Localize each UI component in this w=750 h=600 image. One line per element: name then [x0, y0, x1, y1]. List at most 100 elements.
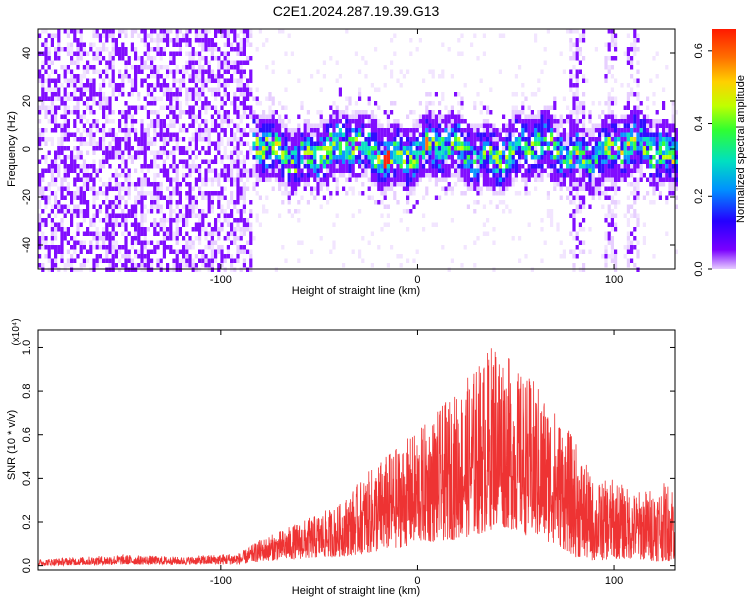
spectrogram-cell: [402, 128, 406, 133]
spectrogram-cell: [601, 119, 605, 124]
spectrogram-cell: [76, 128, 80, 133]
spectrogram-cell: [476, 132, 480, 137]
spectrogram-cell: [137, 182, 141, 187]
spectrogram-cell: [556, 173, 560, 178]
spectrogram-cell: [82, 186, 86, 191]
spectrogram-cell: [153, 87, 157, 92]
spectrogram-cell: [281, 141, 285, 146]
spectrogram-cell: [489, 146, 493, 151]
spectrogram-cell: [639, 123, 643, 128]
spectrogram-cell: [102, 141, 106, 146]
spectrogram-cell: [610, 249, 614, 254]
spectrogram-cell: [274, 168, 278, 173]
spectrogram-cell: [476, 182, 480, 187]
spectrogram-cell: [585, 141, 589, 146]
spectrogram-cell: [159, 155, 163, 160]
spectrogram-cell: [303, 173, 307, 178]
spectrogram-cell: [479, 110, 483, 115]
spectrogram-cell: [86, 132, 90, 137]
spectrogram-cell: [89, 231, 93, 236]
spectrogram-cell: [370, 164, 374, 169]
spectrogram-cell: [239, 236, 243, 241]
spectrogram-cell: [578, 146, 582, 151]
spectrogram-cell: [92, 177, 96, 182]
spectrogram-cell: [82, 245, 86, 250]
spectrogram-cell: [102, 105, 106, 110]
spectrogram-cell: [38, 191, 42, 196]
spectrogram-cell: [178, 191, 182, 196]
spectrogram-cell: [121, 222, 125, 227]
spectrogram-cell: [191, 51, 195, 56]
spectrogram-cell: [140, 164, 144, 169]
spectrogram-cell: [92, 83, 96, 88]
spectrogram-cell: [623, 254, 627, 259]
spectrogram-cell: [140, 245, 144, 250]
spectrogram-cell: [534, 119, 538, 124]
spectrogram-cell: [386, 164, 390, 169]
spectrogram-cell: [386, 159, 390, 164]
spectrogram-cell: [322, 128, 326, 133]
spectrogram-cell: [329, 119, 333, 124]
spectrogram-cell: [207, 141, 211, 146]
spectrogram-cell: [159, 33, 163, 38]
spectrogram-cell: [575, 56, 579, 61]
spectrogram-cell: [479, 123, 483, 128]
spectrogram-cell: [41, 51, 45, 56]
spectrogram-cell: [406, 132, 410, 137]
spectrogram-cell: [156, 110, 160, 115]
spectrogram-cell: [118, 47, 122, 52]
spectrogram-cell: [361, 132, 365, 137]
spectrogram-cell: [54, 87, 58, 92]
spectrogram-cell: [636, 141, 640, 146]
spectrogram-cell: [402, 182, 406, 187]
spectrogram-cell: [162, 92, 166, 97]
spectrogram-cell: [658, 146, 662, 151]
spectrogram-cell: [287, 146, 291, 151]
spectrogram-cell: [191, 123, 195, 128]
spectrogram-cell: [60, 231, 64, 236]
spectrogram-cell: [658, 168, 662, 173]
spectrogram-cell: [134, 137, 138, 142]
spectrogram-cell: [364, 164, 368, 169]
spectrogram-cell: [351, 249, 355, 254]
spectrogram-cell: [562, 254, 566, 259]
spectrogram-cell: [249, 110, 253, 115]
spectrogram-cell: [118, 164, 122, 169]
spectrogram-cell: [370, 173, 374, 178]
spectrogram-cell: [217, 110, 221, 115]
spectrogram-cell: [79, 195, 83, 200]
spectrogram-cell: [236, 227, 240, 232]
spectrogram-cells: [38, 29, 678, 272]
spectrogram-cell: [166, 195, 170, 200]
spectrogram-cell: [124, 254, 128, 259]
spectrogram-cell: [402, 186, 406, 191]
spectrogram-cell: [626, 164, 630, 169]
spectrogram-cell: [569, 177, 573, 182]
spectrogram-cell: [393, 182, 397, 187]
spectrogram-cell: [249, 249, 253, 254]
spectrogram-cell: [281, 182, 285, 187]
spectrogram-cell: [598, 141, 602, 146]
spectrogram-cell: [236, 209, 240, 214]
spectrogram-cell: [153, 123, 157, 128]
spectrogram-cell: [265, 173, 269, 178]
spectrogram-cell: [169, 123, 173, 128]
spectrogram-cell: [633, 195, 637, 200]
spectrogram-cell: [143, 65, 147, 70]
spectrogram-cell: [207, 159, 211, 164]
spectrogram-cell: [118, 146, 122, 151]
spectrogram-cell: [70, 83, 74, 88]
spectrogram-cell: [646, 123, 650, 128]
spectrogram-cell: [140, 177, 144, 182]
spectrogram-cell: [188, 209, 192, 214]
spectrogram-cell: [537, 78, 541, 83]
spectrogram-cell: [543, 141, 547, 146]
spectrogram-cell: [54, 150, 58, 155]
spectrogram-cell: [386, 137, 390, 142]
spectrogram-cell: [249, 222, 253, 227]
spectrogram-cell: [191, 74, 195, 79]
spectrogram-cell: [354, 177, 358, 182]
spectrogram-cell: [153, 47, 157, 52]
spectrogram-cell: [444, 177, 448, 182]
spectrogram-cell: [591, 191, 595, 196]
